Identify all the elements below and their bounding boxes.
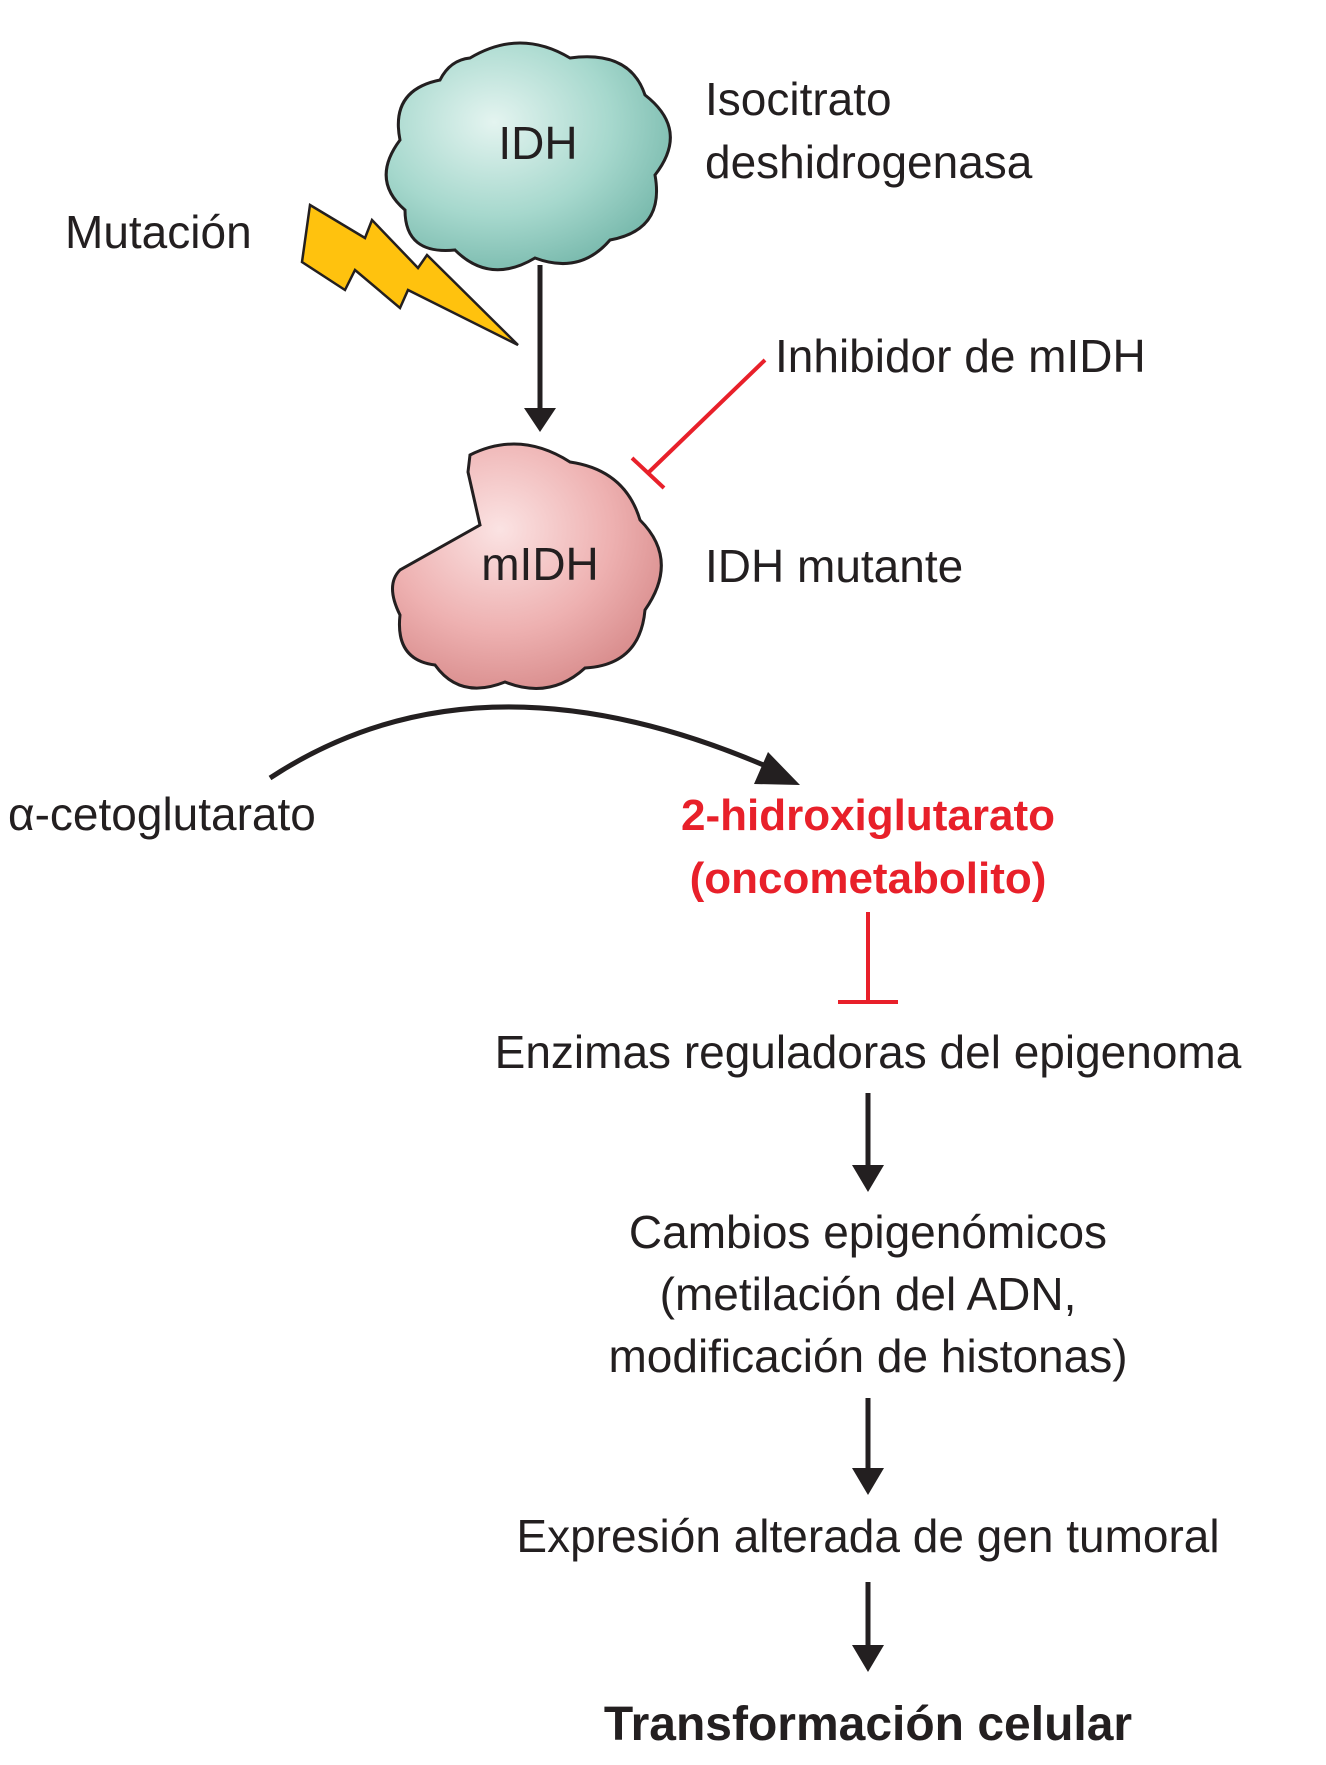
lightning-bolt-icon [300, 202, 519, 347]
changes-line2: (metilación del ADN, [660, 1268, 1077, 1320]
idh-label: IDH [498, 117, 577, 169]
changes-line3: modificación de histonas) [608, 1330, 1127, 1382]
arrow-enzymes-to-changes-head [852, 1165, 884, 1192]
inhibitor-bar [630, 456, 666, 490]
product-line2: (oncometabolito) [690, 854, 1047, 903]
transformation-label: Transformación celular [604, 1698, 1132, 1751]
changes-line1: Cambios epigenómicos [629, 1206, 1107, 1258]
arrow-expression-to-transformation-head [852, 1645, 884, 1672]
arrow-idh-to-midh-head [524, 408, 556, 432]
midh-label: mIDH [481, 538, 599, 590]
substrate-label: α-cetoglutarato [8, 788, 316, 840]
product-line1: 2-hidroxiglutarato [681, 791, 1055, 840]
inhibitor-line [646, 358, 767, 475]
midh-blob-shape [391, 442, 663, 690]
idh-blob-shape [384, 41, 672, 272]
idh-enzyme: IDH [384, 41, 672, 272]
expression-label: Expresión alterada de gen tumoral [516, 1510, 1219, 1562]
conversion-arrow-head [754, 752, 800, 785]
inhibitor-label: Inhibidor de mIDH [775, 330, 1146, 382]
arrow-changes-to-expression-head [852, 1468, 884, 1495]
idh-description-line2: deshidrogenasa [705, 136, 1033, 188]
conversion-arrow [268, 704, 777, 781]
idh-description-line1: Isocitrato [705, 73, 892, 125]
mutation-label: Mutación [65, 206, 252, 258]
midh-description: IDH mutante [705, 540, 963, 592]
enzymes-label: Enzimas reguladoras del epigenoma [495, 1026, 1242, 1078]
midh-enzyme: mIDH [391, 442, 663, 690]
